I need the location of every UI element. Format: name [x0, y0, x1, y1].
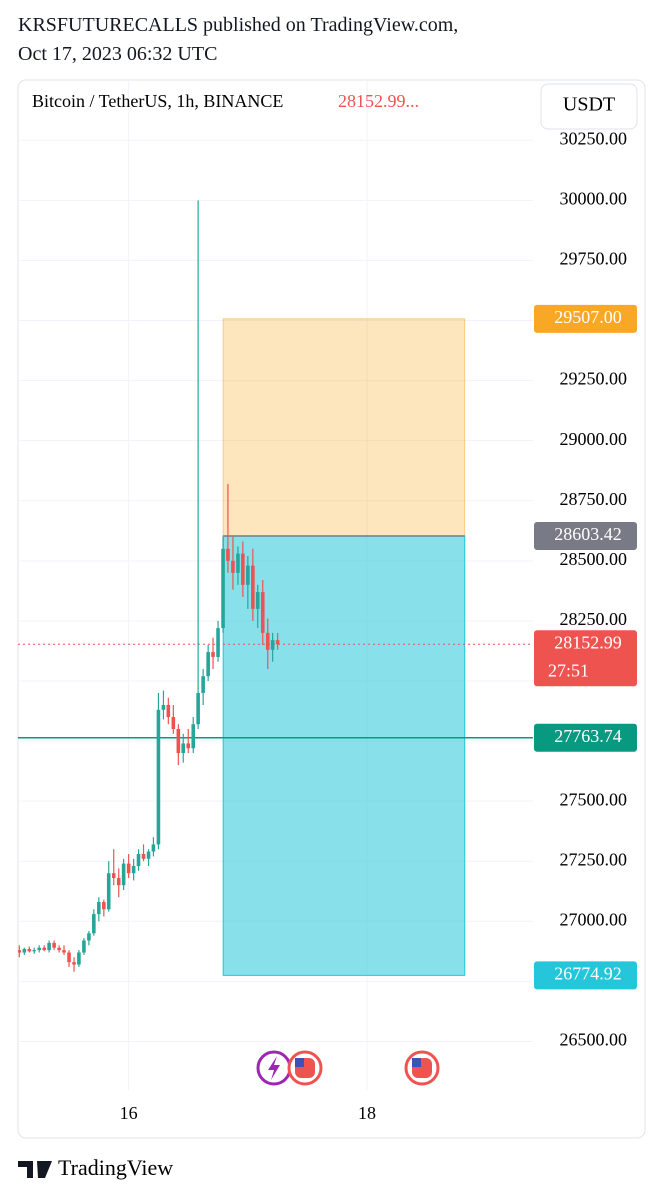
candle-body [141, 853, 146, 859]
legend-price: 28152.99... [338, 91, 419, 111]
x-tick-label: 16 [120, 1103, 138, 1123]
line-badge [534, 723, 637, 752]
candle-body [255, 592, 260, 609]
target-badge-label: 29507.00 [554, 307, 622, 327]
candle-body [32, 950, 37, 952]
y-tick-label: 29250.00 [560, 369, 628, 389]
candle-body [102, 902, 106, 910]
y-tick-label: 29000.00 [560, 429, 628, 449]
publish-date: Oct 17, 2023 06:32 UTC [18, 43, 218, 65]
entry-badge [534, 521, 637, 550]
candle-body [196, 692, 200, 725]
candle-body [72, 962, 76, 965]
y-tick-label: 27000.00 [560, 909, 628, 929]
candle-body [221, 548, 225, 629]
event-icons [256, 1050, 440, 1086]
candle-body [136, 853, 141, 867]
candle-body [146, 851, 151, 859]
entry-badge-label: 28603.42 [554, 524, 622, 544]
candle-body [171, 717, 176, 730]
candle-body [206, 652, 210, 677]
footer-brand: TradingView [58, 1155, 173, 1180]
candle-body [166, 705, 171, 718]
candle-body [121, 863, 126, 886]
y-tick-label: 28750.00 [560, 489, 628, 509]
candle-body [47, 942, 51, 951]
candle-body [67, 952, 71, 963]
candle-body [87, 933, 91, 941]
last-price-badge [534, 630, 637, 687]
line-badge-label: 27763.74 [554, 726, 622, 746]
x-tick-label: 18 [358, 1103, 376, 1123]
candle-body [156, 709, 161, 845]
candle-body [106, 873, 111, 910]
candle-body [77, 952, 81, 965]
candle-body [260, 592, 265, 633]
y-tick-label: 28500.00 [560, 549, 628, 569]
candle-body [161, 705, 166, 710]
candle-body [22, 948, 27, 953]
candle-body [151, 844, 156, 852]
candle-body [186, 743, 191, 749]
y-tick-label: 28250.00 [560, 609, 628, 629]
candle-body [176, 729, 181, 754]
candle-body [270, 640, 275, 650]
candle-body [18, 950, 22, 953]
tradingview-logo [18, 1161, 52, 1178]
currency-label[interactable]: USDT [563, 94, 615, 116]
candle-body [241, 553, 245, 585]
last-price-badge-label: 28152.99 [554, 632, 622, 652]
y-tick-label: 26500.00 [560, 1030, 628, 1050]
y-tick-label: 27250.00 [560, 849, 628, 869]
candle-body [131, 866, 136, 874]
y-tick-label: 27500.00 [560, 789, 628, 809]
y-tick-label: 30250.00 [560, 128, 628, 148]
last-price-badge-countdown: 27:51 [548, 660, 589, 680]
candle-body [52, 942, 56, 948]
candle-body [211, 652, 215, 657]
candle-body [231, 560, 235, 573]
candle-body [265, 632, 270, 650]
currency-button[interactable] [540, 83, 638, 130]
target-zone [222, 318, 466, 537]
candle-body [216, 628, 220, 657]
candle-body [275, 640, 280, 645]
candle-body [42, 947, 47, 951]
candle-body [111, 873, 116, 879]
candle-body [181, 743, 186, 754]
candle-body [97, 902, 101, 915]
candle-body [201, 676, 205, 693]
candle-body [82, 940, 86, 953]
candle-body [116, 878, 121, 886]
target-badge [534, 304, 637, 333]
candle-body [27, 948, 32, 952]
y-tick-label: 30000.00 [560, 188, 628, 208]
candle-body [226, 548, 230, 561]
candle-body [37, 947, 42, 951]
candle-body [246, 565, 250, 585]
candle-body [191, 724, 196, 749]
stop-badge [534, 961, 637, 990]
candle-body [251, 565, 255, 609]
publisher-line: KRSFUTURECALLS published on TradingView.… [18, 14, 459, 36]
stop-badge-label: 26774.92 [554, 963, 622, 983]
candle-body [57, 947, 61, 951]
chart-frame [17, 79, 646, 1139]
candle-body [92, 914, 96, 934]
symbol-legend: Bitcoin / TetherUS, 1h, BINANCE [32, 91, 283, 111]
candle-body [62, 950, 66, 953]
candle-body [126, 863, 131, 874]
candle-body [236, 553, 240, 573]
y-tick-label: 29750.00 [560, 249, 628, 269]
